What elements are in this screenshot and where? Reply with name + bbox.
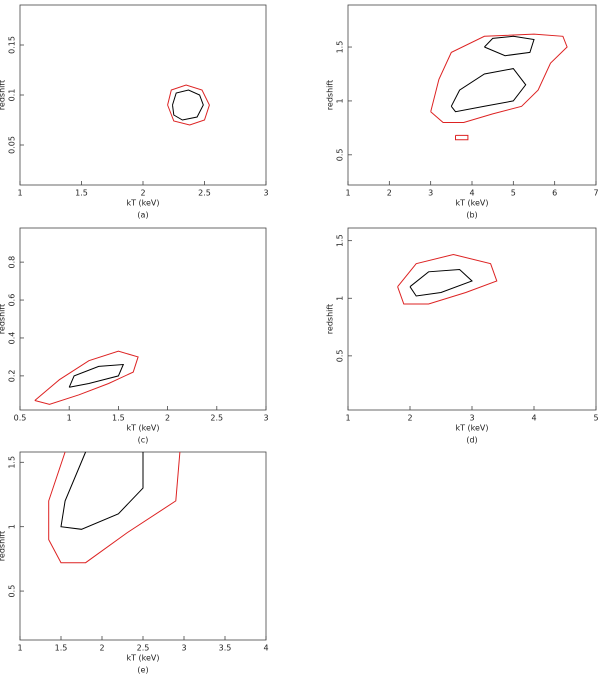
y-tick-label: 0.5 [336,148,345,161]
y-tick-label: 1 [8,524,17,529]
x-tick-label: 2.5 [137,644,150,653]
x-tick-label: 7 [593,189,598,198]
x-tick-label: 1 [345,414,350,423]
x-tick-label: 2 [165,414,170,423]
y-tick-label: 0.1 [8,89,17,102]
plot-frame [19,227,267,411]
y-tick-label: 0.4 [8,332,17,345]
x-tick-label: 4 [263,644,268,653]
x-axis-label: kT (keV) [455,199,488,208]
x-tick-label: 0.5 [14,414,27,423]
contour-line [167,84,210,126]
panel-caption: (a) [137,211,148,220]
panel-caption: (b) [466,211,477,220]
y-tick-label: 1.5 [336,41,345,54]
plot-frame [19,4,267,186]
y-tick-label: 0.8 [8,256,17,269]
x-tick-label: 1 [67,414,72,423]
x-axis-label: kT (keV) [126,424,159,433]
plot-frame [347,4,597,186]
y-tick-label: 1 [336,98,345,103]
contour-line [409,268,473,297]
y-tick-label: 0.15 [8,36,17,54]
x-axis-label: kT (keV) [126,654,159,663]
contour-line [430,33,568,123]
x-axis-label: kT (keV) [126,199,159,208]
contour-line [450,68,527,113]
x-tick-label: 5 [593,414,598,423]
x-tick-label: 1 [17,644,22,653]
y-tick-label: 0.5 [8,585,17,598]
y-tick-label: 0.6 [8,294,17,307]
x-tick-label: 3 [469,414,474,423]
y-axis-label: redshift [0,304,7,334]
contour-line [34,350,139,405]
panel-caption: (c) [138,436,149,445]
x-tick-label: 2 [387,189,392,198]
contour-line [60,451,144,530]
x-tick-label: 4 [469,189,474,198]
contour-line [484,35,535,57]
x-tick-label: 2 [407,414,412,423]
y-tick-label: 1.5 [8,456,17,469]
x-tick-label: 4 [531,414,536,423]
x-tick-label: 2.5 [198,189,211,198]
plot-frame [347,227,597,411]
x-tick-label: 6 [552,189,557,198]
x-tick-label: 3 [263,189,268,198]
x-tick-label: 1 [17,189,22,198]
contour-line [68,363,125,388]
x-axis-label: kT (keV) [455,424,488,433]
panel-caption: (e) [137,666,148,674]
x-tick-label: 5 [511,189,516,198]
panel-caption: (d) [466,436,477,445]
x-tick-label: 1.5 [55,644,68,653]
contour-line [455,134,469,141]
x-tick-label: 3.5 [219,644,232,653]
contour-line [397,253,498,305]
y-tick-label: 0.5 [336,349,345,362]
contour-line [48,451,181,564]
x-tick-label: 3 [263,414,268,423]
y-axis-label: redshift [326,80,335,110]
x-tick-label: 1.5 [75,189,88,198]
x-tick-label: 2 [140,189,145,198]
y-tick-label: 0.05 [8,136,17,154]
x-tick-label: 3 [181,644,186,653]
x-tick-label: 3 [428,189,433,198]
x-tick-label: 2.5 [210,414,223,423]
y-tick-label: 1.5 [336,234,345,247]
x-tick-label: 2 [99,644,104,653]
y-axis-label: redshift [0,80,7,110]
y-axis-label: redshift [0,531,7,561]
x-tick-label: 1 [345,189,350,198]
y-tick-label: 0.2 [8,370,17,383]
y-axis-label: redshift [326,304,335,334]
contour-line [172,89,204,121]
x-tick-label: 1.5 [112,414,125,423]
y-tick-label: 1 [336,296,345,301]
